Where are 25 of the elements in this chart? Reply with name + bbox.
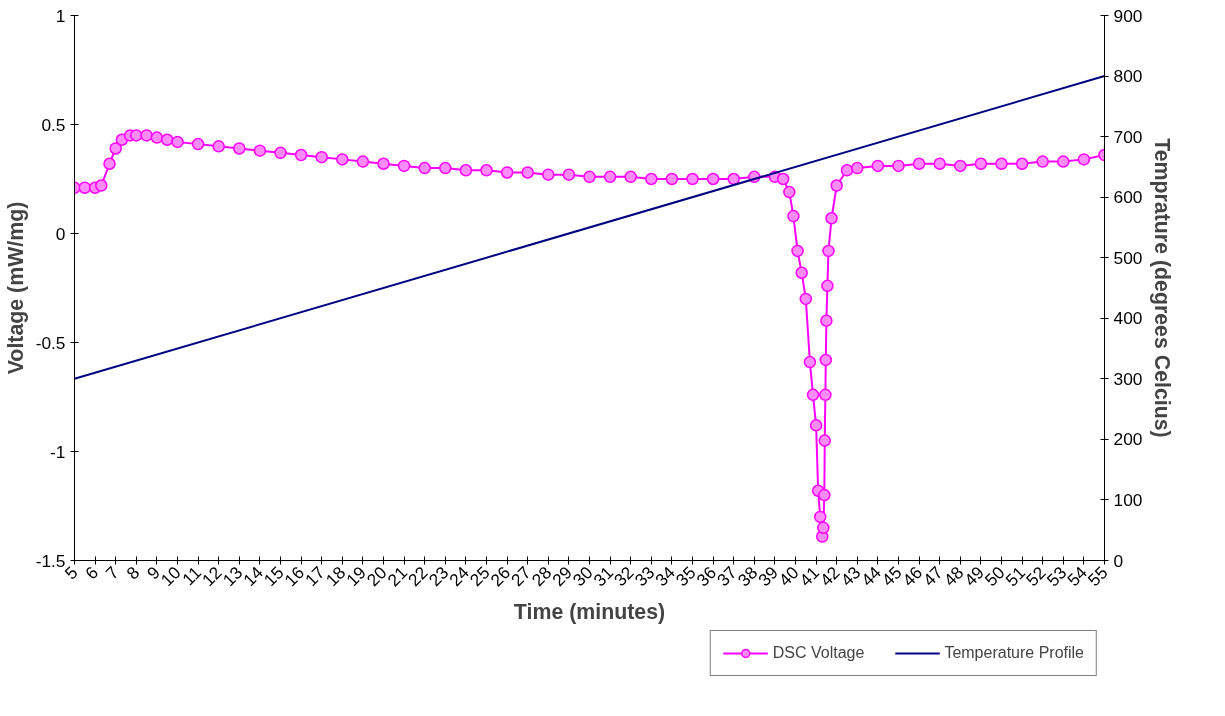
y-tick-label: 0: [55, 223, 66, 244]
y-tick-label: -1: [50, 441, 66, 462]
legend-label: Temperature Profile: [944, 644, 1084, 662]
y2-tick-label: 400: [1113, 308, 1143, 329]
x-tick-label: 6: [81, 562, 103, 584]
y2-tick-label: 200: [1113, 429, 1143, 450]
x-axis-title: Time (minutes): [513, 599, 666, 624]
y-tick-label: 1: [55, 5, 66, 26]
y2-tick-label: 100: [1113, 489, 1143, 510]
y2-tick-label: 600: [1113, 187, 1143, 208]
y-tick-label: -0.5: [35, 332, 66, 353]
legend-label: DSC Voltage: [772, 644, 865, 662]
y2-axis-title: Temprature (degrees Celcius): [1150, 138, 1175, 438]
y2-tick-label: 700: [1113, 126, 1143, 147]
y2-tick-label: 300: [1113, 368, 1143, 389]
y2-tick-label: 900: [1113, 5, 1143, 26]
y-tick-label: -1.5: [35, 550, 66, 571]
y-axis-title: Voltage (mW/mg): [3, 201, 28, 375]
x-tick-label: 7: [101, 562, 123, 584]
y2-tick-label: 0: [1113, 550, 1124, 571]
y2-tick-label: 800: [1113, 66, 1143, 87]
x-tick-label: 48: [939, 562, 968, 591]
x-tick-label: 8: [122, 562, 144, 584]
y2-tick-label: 500: [1113, 247, 1143, 268]
y-tick-label: 0.5: [41, 114, 66, 135]
